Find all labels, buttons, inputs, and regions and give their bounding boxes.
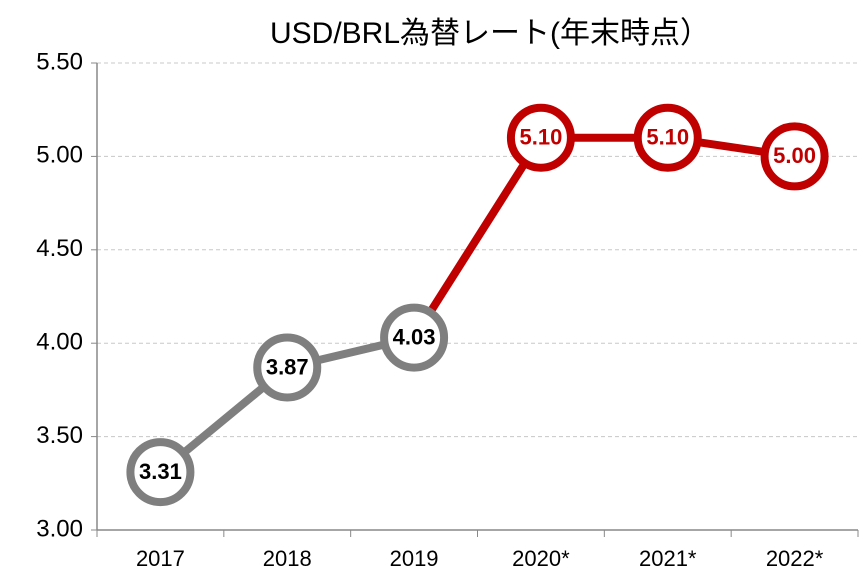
- y-tick-label: 4.50: [36, 235, 83, 262]
- data-label: 4.03: [393, 324, 436, 349]
- line-segment: [410, 133, 796, 340]
- y-tick-label: 3.00: [36, 515, 83, 542]
- x-tick-label: 2018: [263, 546, 312, 571]
- x-tick-label: 2017: [136, 546, 185, 571]
- y-tick-label: 4.00: [36, 329, 83, 356]
- data-point: [506, 103, 575, 172]
- x-tick-label: 2021*: [639, 546, 697, 571]
- y-tick-label: 5.50: [36, 48, 83, 75]
- data-point: [253, 333, 322, 402]
- data-label: 3.87: [266, 354, 309, 379]
- chart-title: USD/BRL為替レート(年末時点）: [270, 17, 710, 50]
- data-point: [633, 103, 702, 172]
- y-tick-label: 5.00: [36, 142, 83, 169]
- x-tick-label: 2019: [390, 546, 439, 571]
- data-label: 5.10: [520, 125, 563, 150]
- y-tick-label: 3.50: [36, 422, 83, 449]
- x-tick-label: 2022*: [766, 546, 824, 571]
- data-point: [126, 438, 195, 507]
- data-label: 3.31: [139, 459, 182, 484]
- data-point: [380, 303, 449, 372]
- data-label: 5.00: [773, 143, 816, 168]
- data-label: 5.10: [646, 125, 689, 150]
- data-point: [760, 122, 829, 191]
- x-tick-label: 2020*: [512, 546, 570, 571]
